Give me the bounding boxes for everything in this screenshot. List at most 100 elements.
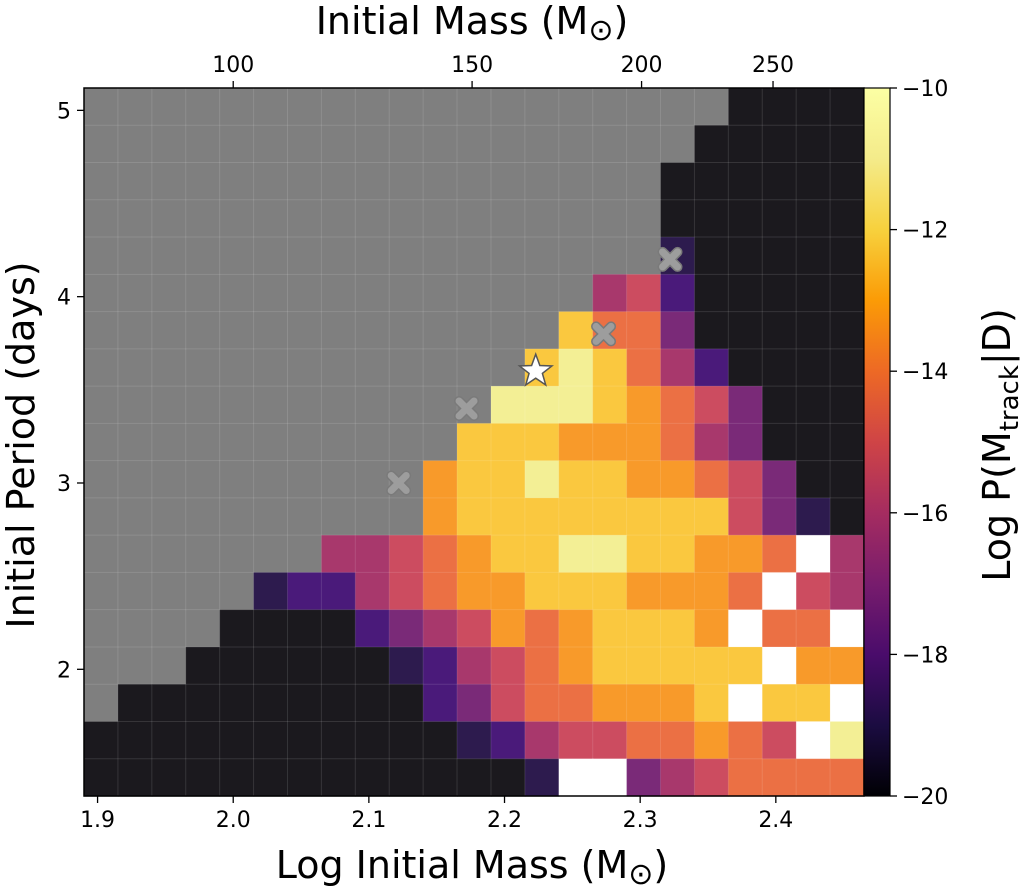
heatmap-cell: [151, 311, 187, 350]
heatmap-cell: [389, 497, 424, 536]
heatmap-cell: [728, 311, 763, 350]
heatmap-cell: [151, 460, 187, 499]
heatmap-cell: [151, 274, 187, 313]
heatmap-cell: [321, 386, 356, 424]
heatmap-cell: [253, 88, 289, 126]
colorbar-tick-label: −16: [902, 502, 948, 527]
heatmap-cell: [185, 721, 221, 760]
heatmap-cell: [219, 423, 255, 462]
heatmap-cell: [185, 386, 221, 424]
heatmap-cell: [423, 460, 458, 499]
heatmap-cell: [728, 609, 763, 648]
heatmap-cell: [321, 460, 356, 499]
heatmap-cell: [728, 646, 763, 685]
heatmap-cell: [253, 721, 289, 760]
heatmap-cell: [253, 460, 289, 499]
heatmap-cell: [423, 199, 458, 238]
heatmap-cell: [355, 423, 390, 462]
heatmap-cell: [592, 535, 628, 574]
heatmap-cell: [830, 237, 865, 275]
heatmap-cell: [660, 535, 696, 574]
x2-tick-label: 250: [752, 53, 794, 78]
heatmap-cells: [84, 88, 865, 797]
heatmap-cell: [151, 237, 187, 275]
heatmap-cell: [660, 721, 696, 760]
heatmap-cell: [592, 125, 628, 164]
heatmap-cell: [830, 646, 865, 685]
heatmap-cell: [423, 572, 458, 611]
heatmap-cell: [84, 535, 119, 574]
heatmap-cell: [84, 460, 119, 499]
heatmap-cell: [151, 423, 187, 462]
heatmap-cell: [830, 274, 865, 313]
heatmap-cell: [117, 684, 153, 723]
heatmap-cell: [457, 311, 492, 350]
heatmap-cell: [84, 125, 119, 164]
heatmap-cell: [660, 199, 696, 238]
heatmap-cell: [84, 88, 119, 126]
heatmap-cell: [762, 274, 797, 313]
heatmap-cell: [626, 311, 662, 350]
heatmap-cell: [117, 423, 153, 462]
heatmap-cell: [592, 572, 628, 611]
heatmap-cell: [84, 684, 119, 723]
heatmap-cell: [660, 162, 696, 201]
heatmap-cell: [694, 721, 729, 760]
heatmap-cell: [117, 237, 153, 275]
heatmap-cell: [457, 497, 492, 536]
heatmap-cell: [490, 721, 526, 760]
heatmap-cell: [728, 125, 763, 164]
heatmap-cell: [389, 237, 424, 275]
heatmap-cell: [626, 721, 662, 760]
heatmap-cell: [762, 684, 797, 723]
heatmap-cell: [457, 162, 492, 201]
heatmap-cell: [626, 460, 662, 499]
heatmap-cell: [694, 646, 729, 685]
heatmap-cell: [490, 162, 526, 201]
grid-lines: [84, 88, 864, 796]
heatmap-cell: [796, 609, 831, 648]
heatmap-cell: [660, 758, 696, 797]
x-tick-label: 1.9: [80, 808, 115, 833]
heatmap-cell: [253, 646, 289, 685]
heatmap-cell: [762, 572, 797, 611]
heatmap-cell: [694, 125, 729, 164]
heatmap-cell: [287, 237, 322, 275]
heatmap-cell: [796, 721, 831, 760]
heatmap-cell: [490, 311, 526, 350]
heatmap-cell: [524, 609, 560, 648]
heatmap-cell: [219, 348, 255, 387]
heatmap-cell: [355, 88, 390, 126]
heatmap-cell: [287, 572, 322, 611]
heatmap-cell: [558, 684, 594, 723]
heatmap-cell: [84, 162, 119, 201]
heatmap-cell: [355, 386, 390, 424]
colorbar-title: Log P(Mtrack|D): [975, 308, 1020, 582]
heatmap-cell: [287, 125, 322, 164]
heatmap-cell: [830, 311, 865, 350]
heatmap-cell: [219, 386, 255, 424]
heatmap-cell: [660, 274, 696, 313]
heatmap-cell: [355, 609, 390, 648]
heatmap-cell: [728, 386, 763, 424]
heatmap-cell: [253, 348, 289, 387]
heatmap-cell: [592, 162, 628, 201]
heatmap-cell: [762, 162, 797, 201]
heatmap-cell: [558, 88, 594, 126]
heatmap-cell: [321, 162, 356, 201]
heatmap-cell: [321, 423, 356, 462]
heatmap-cell: [151, 162, 187, 201]
heatmap-cell: [355, 311, 390, 350]
heatmap-cell: [592, 609, 628, 648]
heatmap-cell: [592, 460, 628, 499]
heatmap-cell: [117, 311, 153, 350]
heatmap-cell: [84, 609, 119, 648]
heatmap-cell: [490, 386, 526, 424]
heatmap-cell: [389, 125, 424, 164]
heatmap-cell: [253, 535, 289, 574]
heatmap-cell: [694, 535, 729, 574]
heatmap-cell: [558, 609, 594, 648]
heatmap-cell: [253, 497, 289, 536]
heatmap-cell: [321, 535, 356, 574]
